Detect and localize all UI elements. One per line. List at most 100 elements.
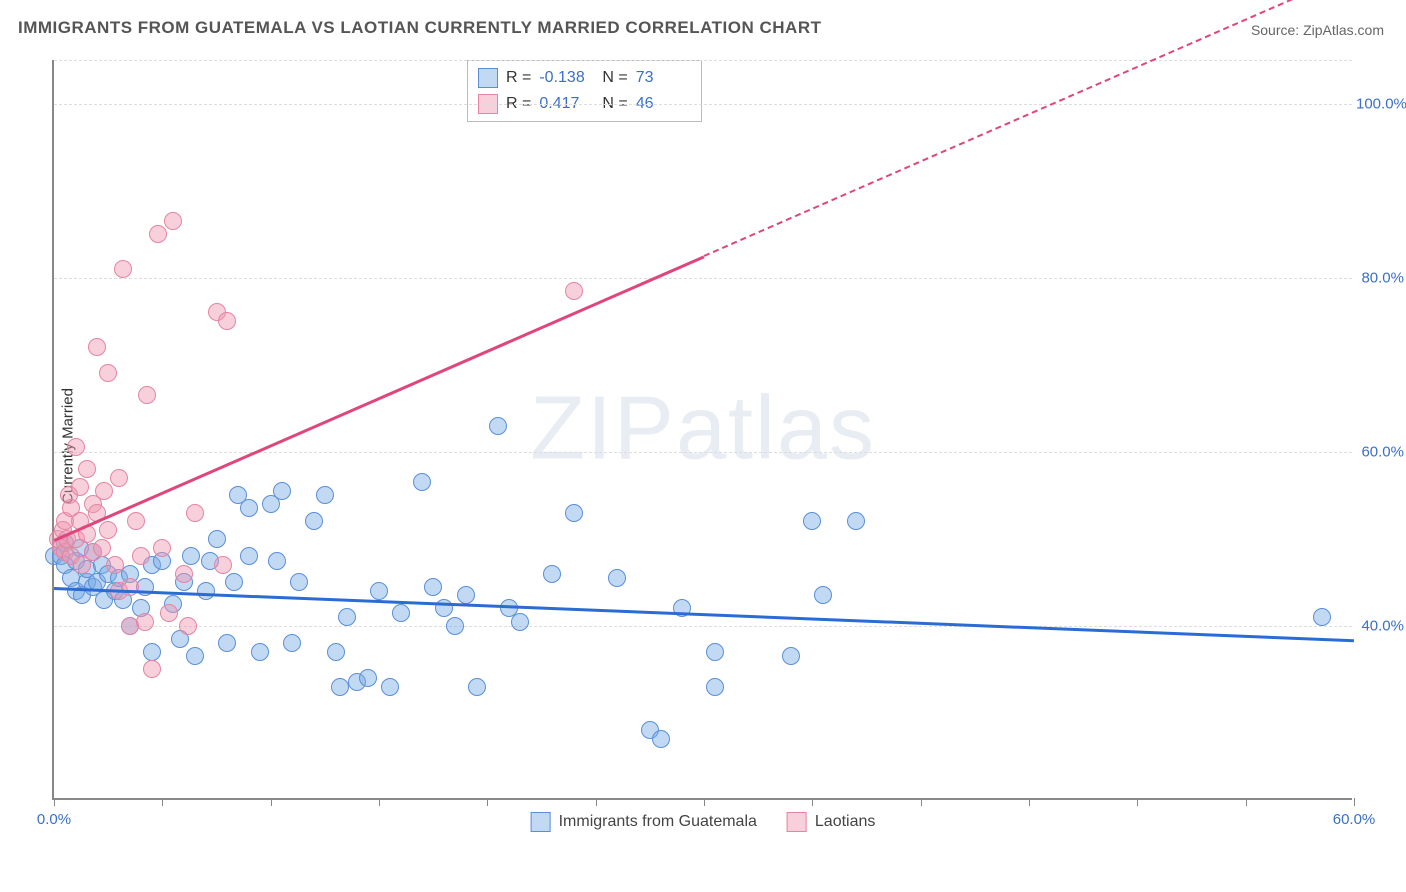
data-point	[175, 565, 193, 583]
data-point	[370, 582, 388, 600]
data-point	[218, 634, 236, 652]
r-label: R =	[506, 69, 531, 87]
data-point	[164, 212, 182, 230]
data-point	[803, 512, 821, 530]
data-point	[99, 521, 117, 539]
x-tick	[1354, 798, 1355, 806]
x-tick	[54, 798, 55, 806]
data-point	[381, 678, 399, 696]
data-point	[489, 417, 507, 435]
data-point	[424, 578, 442, 596]
data-point	[95, 482, 113, 500]
x-tick	[162, 798, 163, 806]
data-point	[214, 556, 232, 574]
watermark-text: ZIPatlas	[530, 379, 876, 479]
x-tick-label: 60.0%	[1333, 811, 1376, 828]
data-point	[706, 643, 724, 661]
data-point	[251, 643, 269, 661]
data-point	[782, 647, 800, 665]
x-tick	[379, 798, 380, 806]
data-point	[225, 573, 243, 591]
data-point	[316, 486, 334, 504]
data-point	[457, 586, 475, 604]
y-tick-label: 40.0%	[1356, 617, 1404, 634]
data-point	[468, 678, 486, 696]
data-point	[359, 669, 377, 687]
x-tick	[596, 798, 597, 806]
data-point	[88, 338, 106, 356]
chart-title: IMMIGRANTS FROM GUATEMALA VS LAOTIAN CUR…	[18, 18, 822, 38]
data-point	[149, 225, 167, 243]
data-point	[1313, 608, 1331, 626]
data-point	[182, 547, 200, 565]
correlation-stats-box: R =-0.138N =73R =0.417N =46	[467, 60, 702, 122]
chart-container: IMMIGRANTS FROM GUATEMALA VS LAOTIAN CUR…	[0, 0, 1406, 892]
data-point	[338, 608, 356, 626]
data-point	[240, 499, 258, 517]
bottom-legend: Immigrants from Guatemala Laotians	[531, 812, 876, 832]
source-attribution: Source: ZipAtlas.com	[1251, 22, 1384, 38]
gridline	[54, 278, 1352, 279]
source-link[interactable]: ZipAtlas.com	[1303, 22, 1384, 38]
data-point	[511, 613, 529, 631]
data-point	[106, 556, 124, 574]
data-point	[413, 473, 431, 491]
legend-item: Immigrants from Guatemala	[531, 812, 757, 832]
x-tick	[271, 798, 272, 806]
y-tick-label: 60.0%	[1356, 443, 1404, 460]
gridline	[54, 60, 1352, 61]
data-point	[446, 617, 464, 635]
data-point	[179, 617, 197, 635]
data-point	[273, 482, 291, 500]
stats-row: R =-0.138N =73	[478, 65, 691, 91]
data-point	[110, 469, 128, 487]
data-point	[208, 530, 226, 548]
trend-line	[54, 587, 1354, 642]
data-point	[706, 678, 724, 696]
legend-swatch	[478, 68, 498, 88]
x-tick	[487, 798, 488, 806]
data-point	[143, 643, 161, 661]
data-point	[652, 730, 670, 748]
gridline	[54, 626, 1352, 627]
data-point	[608, 569, 626, 587]
data-point	[99, 364, 117, 382]
data-point	[814, 586, 832, 604]
data-point	[114, 260, 132, 278]
data-point	[565, 282, 583, 300]
data-point	[331, 678, 349, 696]
y-tick-label: 100.0%	[1356, 95, 1404, 112]
data-point	[565, 504, 583, 522]
legend-swatch	[531, 812, 551, 832]
legend-label: Immigrants from Guatemala	[559, 813, 757, 831]
plot-area: ZIPatlas R =-0.138N =73R =0.417N =46 Imm…	[52, 60, 1352, 800]
data-point	[290, 573, 308, 591]
data-point	[327, 643, 345, 661]
x-tick	[812, 798, 813, 806]
x-tick	[921, 798, 922, 806]
y-tick-label: 80.0%	[1356, 269, 1404, 286]
data-point	[67, 438, 85, 456]
data-point	[186, 647, 204, 665]
data-point	[240, 547, 258, 565]
data-point	[197, 582, 215, 600]
data-point	[132, 547, 150, 565]
data-point	[153, 539, 171, 557]
data-point	[136, 613, 154, 631]
n-label: N =	[602, 69, 627, 87]
data-point	[847, 512, 865, 530]
x-tick	[704, 798, 705, 806]
data-point	[305, 512, 323, 530]
x-tick	[1029, 798, 1030, 806]
data-point	[186, 504, 204, 522]
legend-swatch	[787, 812, 807, 832]
gridline	[54, 104, 1352, 105]
data-point	[268, 552, 286, 570]
data-point	[138, 386, 156, 404]
legend-item: Laotians	[787, 812, 876, 832]
r-value: -0.138	[539, 69, 594, 87]
data-point	[283, 634, 301, 652]
x-tick	[1246, 798, 1247, 806]
x-tick	[1137, 798, 1138, 806]
legend-label: Laotians	[815, 813, 876, 831]
